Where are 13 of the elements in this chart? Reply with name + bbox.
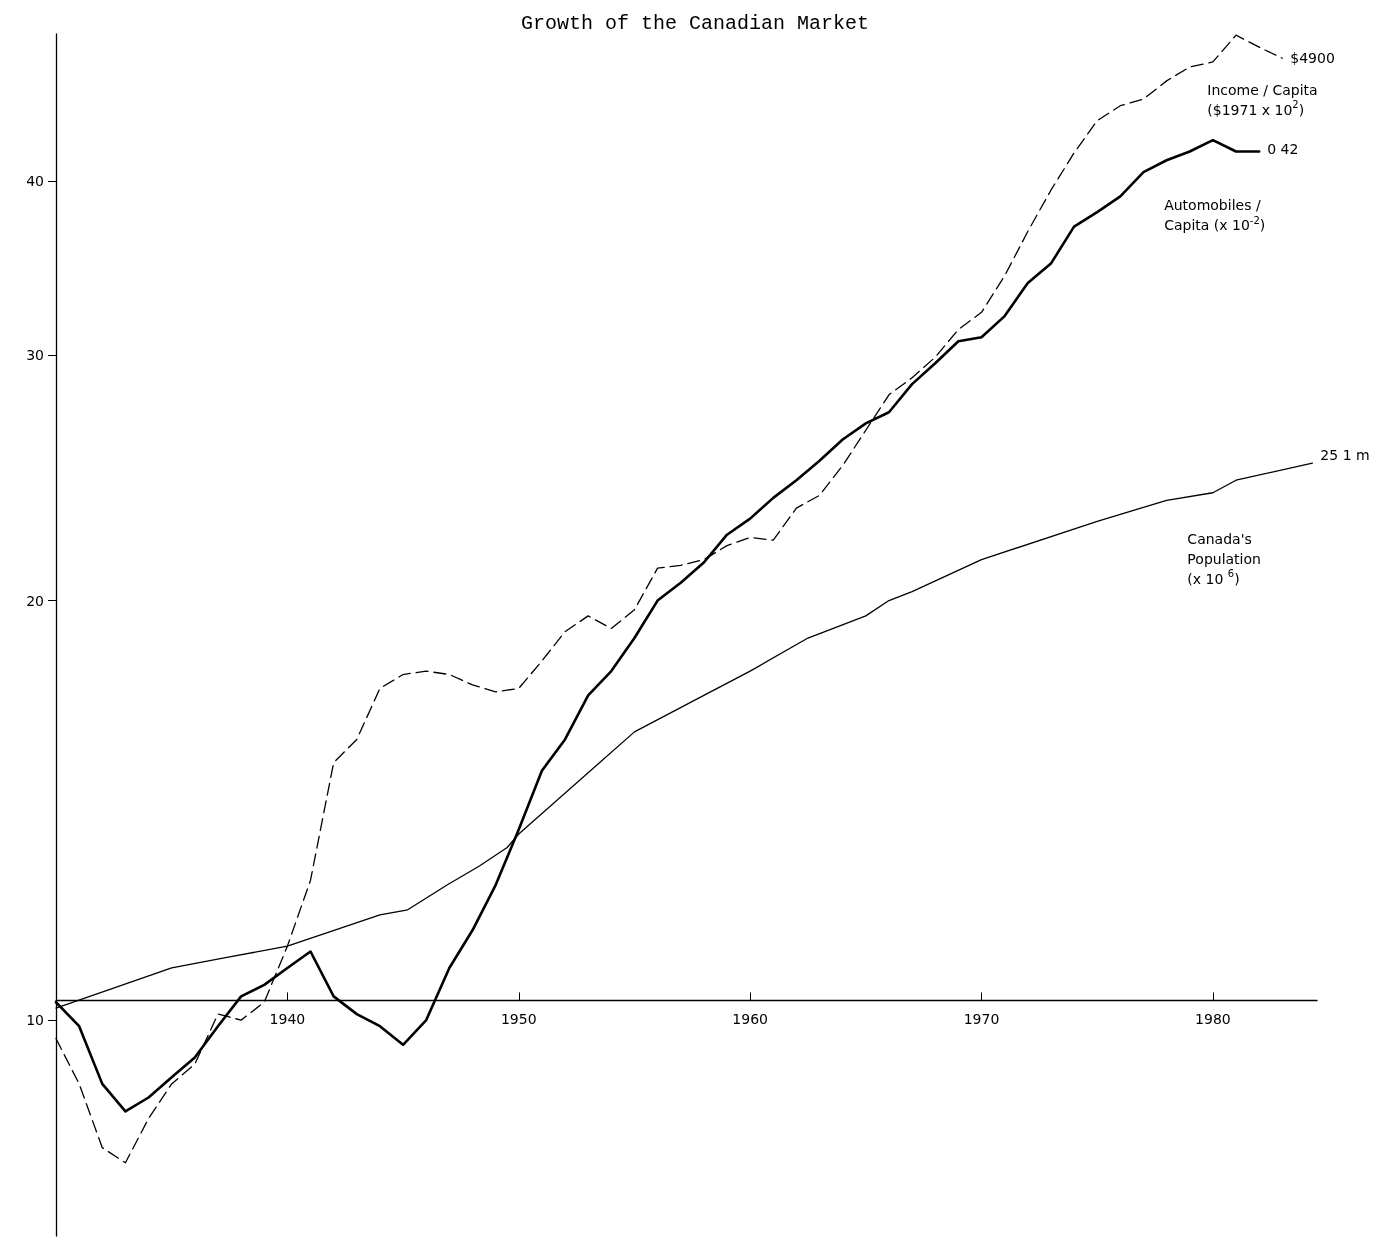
x-tick-label: 1950 <box>500 1011 537 1028</box>
x-tick-label: 1970 <box>963 1011 1000 1028</box>
y-tick-label: 30 <box>26 347 44 364</box>
x-tick-label: 1980 <box>1195 1011 1231 1028</box>
annotation: $4900 <box>1290 49 1335 66</box>
annotation: 0 42 <box>1267 141 1299 158</box>
chart-title: Growth of the Canadian Market <box>520 11 870 35</box>
x-tick-label: 1960 <box>732 1011 768 1028</box>
y-tick-label: 20 <box>26 592 44 609</box>
annotation: 25 1 m <box>1320 446 1370 463</box>
x-tick-label: 1940 <box>269 1011 306 1028</box>
y-tick-label: 40 <box>26 173 44 190</box>
y-tick-label: 10 <box>26 1012 44 1029</box>
